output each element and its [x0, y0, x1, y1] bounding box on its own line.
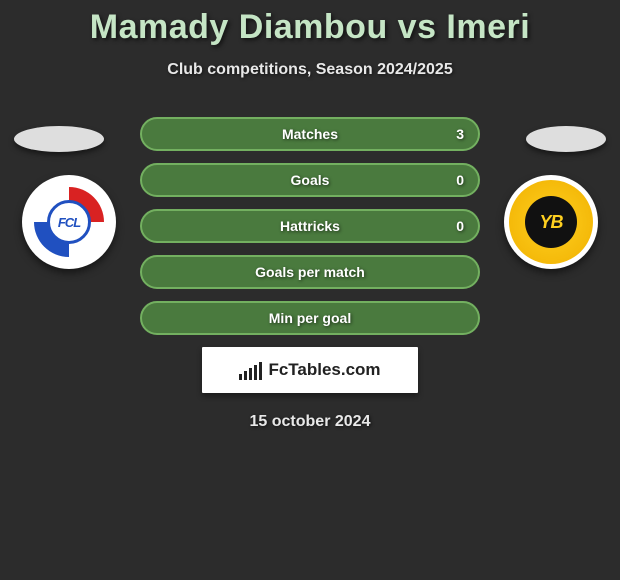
fctables-bars-icon	[239, 360, 262, 380]
page-title: Mamady Diambou vs Imeri	[0, 0, 620, 47]
bar	[244, 371, 247, 380]
fctables-text: FcTables.com	[268, 360, 380, 380]
left-player-oval	[14, 126, 104, 152]
stat-row-hattricks: Hattricks 0	[140, 209, 480, 243]
stat-right-value: 3	[456, 126, 464, 142]
bar	[249, 368, 252, 380]
bar	[254, 365, 257, 380]
right-player-oval	[526, 126, 606, 152]
fctables-logo: FcTables.com	[202, 347, 418, 393]
fcl-badge-text: FCL	[47, 200, 91, 244]
stat-label: Goals per match	[142, 264, 478, 280]
bar	[239, 374, 242, 380]
stat-row-goals-per-match: Goals per match	[140, 255, 480, 289]
stat-row-min-per-goal: Min per goal	[140, 301, 480, 335]
stat-row-matches: Matches 3	[140, 117, 480, 151]
left-team-badge: FCL	[22, 175, 116, 269]
stat-row-goals: Goals 0	[140, 163, 480, 197]
stat-label: Matches	[142, 126, 478, 142]
yb-badge-text: YB	[525, 196, 577, 248]
yb-badge-ring: YB	[509, 180, 593, 264]
footer-date: 15 october 2024	[0, 413, 620, 431]
page-subtitle: Club competitions, Season 2024/2025	[0, 61, 620, 79]
stat-label: Goals	[142, 172, 478, 188]
stats-container: Matches 3 Goals 0 Hattricks 0 Goals per …	[140, 117, 480, 335]
stat-right-value: 0	[456, 218, 464, 234]
right-team-badge: YB	[504, 175, 598, 269]
bar	[259, 362, 262, 380]
stat-label: Min per goal	[142, 310, 478, 326]
comparison-card: Mamady Diambou vs Imeri Club competition…	[0, 0, 620, 580]
stat-right-value: 0	[456, 172, 464, 188]
stat-label: Hattricks	[142, 218, 478, 234]
